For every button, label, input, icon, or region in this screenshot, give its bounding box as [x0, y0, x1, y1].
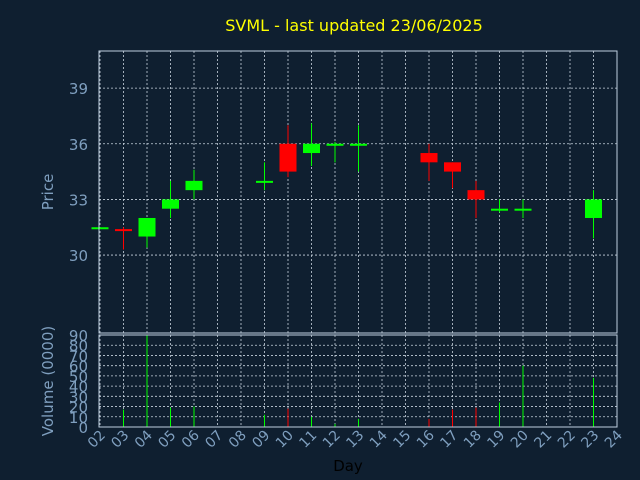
x-tick-label: 11 — [296, 428, 320, 452]
x-tick-label: 02 — [85, 428, 109, 452]
x-tick-label: 20 — [508, 428, 532, 452]
candle-body — [256, 180, 273, 183]
candle-body — [467, 190, 485, 200]
x-tick-label: 16 — [414, 427, 438, 451]
candle-body — [303, 143, 320, 154]
volume-tick-label: 80 — [69, 337, 88, 355]
candle-body — [491, 208, 508, 211]
volume-axis-label: Volume (0000) — [39, 326, 57, 436]
x-tick-label: 14 — [367, 427, 391, 451]
volume-frame — [98, 334, 618, 428]
x-tick-label: 03 — [108, 428, 132, 452]
volume-tick-label: 40 — [69, 378, 88, 396]
price-tick-label: 36 — [69, 136, 88, 154]
x-tick-label: 08 — [226, 428, 250, 452]
candle-body — [326, 143, 344, 146]
x-tick-label: 12 — [320, 428, 344, 452]
candle-body — [585, 199, 602, 218]
volume-tick-label: 60 — [69, 358, 88, 376]
price-tick-label: 39 — [69, 80, 88, 98]
price-panel: 30 33 36 39 — [69, 50, 618, 334]
x-tick-label: 09 — [249, 428, 273, 452]
x-axis: 02 03 04 05 06 07 08 09 10 11 12 13 14 15 16 17 18 19 20 21… — [85, 427, 626, 451]
candle-body — [514, 208, 532, 211]
chart-title: SVML - last updated 23/06/2025 — [225, 16, 483, 35]
price-tick-label: 33 — [69, 191, 88, 209]
volume-tick-label: 90 — [69, 327, 88, 345]
x-tick-label: 07 — [202, 428, 226, 452]
candle-body — [444, 162, 461, 172]
x-tick-label: 17 — [437, 428, 461, 452]
x-tick-label: 04 — [132, 427, 156, 451]
price-frame — [98, 50, 618, 334]
price-axis-label: Price — [39, 174, 57, 211]
x-axis-label: Day — [333, 457, 363, 475]
x-tick-label: 15 — [390, 428, 414, 452]
x-tick-label: 06 — [179, 427, 203, 451]
candle-body — [91, 227, 109, 230]
volume-tick-label: 20 — [69, 399, 88, 417]
x-tick-label: 13 — [343, 428, 367, 452]
x-tick-label: 21 — [531, 428, 555, 452]
candle-body — [115, 229, 132, 232]
x-tick-label: 22 — [555, 428, 579, 452]
price-tick-label: 30 — [69, 247, 88, 265]
candle-body — [420, 153, 438, 163]
candle-body — [162, 199, 179, 209]
x-tick-label: 10 — [273, 428, 297, 452]
volume-tick-label: 70 — [69, 347, 88, 365]
x-tick-label: 18 — [461, 428, 485, 452]
x-tick-label: 05 — [155, 428, 179, 452]
x-tick-label: 23 — [578, 428, 602, 452]
volume-tick-label: 30 — [69, 388, 88, 406]
x-tick-label: 19 — [484, 428, 508, 452]
volume-tick-label: 10 — [69, 409, 88, 427]
volume-tick-label: 50 — [69, 368, 88, 386]
candle-body — [350, 143, 367, 146]
x-tick-label: 24 — [602, 427, 626, 451]
candle-body — [138, 217, 156, 237]
candle-body — [185, 180, 203, 191]
volume-tick-label: 0 — [78, 419, 88, 437]
candle-body — [279, 143, 297, 172]
